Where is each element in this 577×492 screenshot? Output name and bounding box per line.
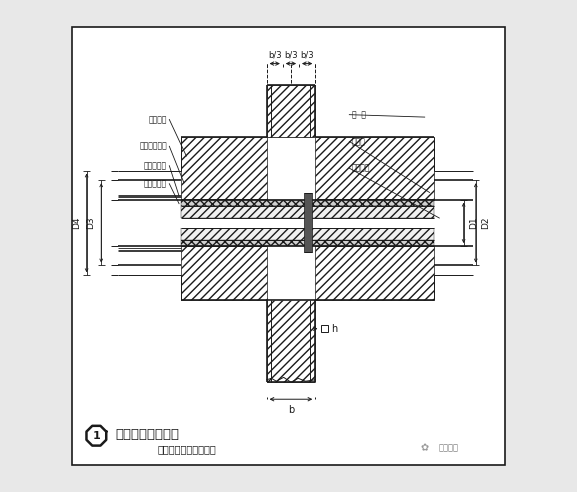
Bar bbox=[182, 200, 434, 246]
Bar bbox=[182, 240, 434, 246]
Bar bbox=[304, 193, 312, 252]
Text: 石棉水泥捩实: 石棉水泥捩实 bbox=[139, 142, 167, 151]
Text: 油麦填产: 油麦填产 bbox=[148, 115, 167, 124]
Text: b/3: b/3 bbox=[284, 51, 298, 60]
Text: D3: D3 bbox=[87, 216, 95, 229]
Text: 穿墙管材: 穿墙管材 bbox=[352, 164, 370, 173]
Bar bbox=[182, 218, 434, 228]
Text: 防水加强层: 防水加强层 bbox=[144, 179, 167, 188]
Bar bbox=[321, 325, 328, 332]
Text: D4: D4 bbox=[72, 216, 81, 229]
Text: 1: 1 bbox=[92, 430, 100, 441]
Text: D2: D2 bbox=[482, 216, 490, 229]
Text: b/3: b/3 bbox=[301, 51, 314, 60]
Text: b/3: b/3 bbox=[268, 51, 282, 60]
Bar bbox=[182, 228, 434, 240]
Text: h: h bbox=[331, 324, 337, 334]
Text: 置  环: 置 环 bbox=[352, 110, 366, 119]
Bar bbox=[182, 206, 434, 218]
Text: 钙套管: 钙套管 bbox=[352, 137, 366, 146]
Bar bbox=[72, 27, 505, 465]
Text: 《套管与外墙面平齐》: 《套管与外墙面平齐》 bbox=[157, 444, 216, 454]
Bar bbox=[182, 246, 267, 300]
Bar bbox=[267, 86, 315, 137]
Bar bbox=[315, 246, 434, 300]
Text: ✿: ✿ bbox=[421, 443, 429, 453]
Bar bbox=[267, 300, 315, 382]
Text: 豆丁施工: 豆丁施工 bbox=[439, 443, 459, 452]
Bar bbox=[315, 137, 434, 200]
Text: 外墙防水层: 外墙防水层 bbox=[144, 161, 167, 170]
Bar bbox=[182, 137, 267, 200]
Bar bbox=[182, 200, 434, 206]
Text: 刚性穿墙防水套管: 刚性穿墙防水套管 bbox=[116, 428, 180, 441]
Text: D1: D1 bbox=[470, 216, 478, 229]
Text: b: b bbox=[288, 405, 294, 415]
